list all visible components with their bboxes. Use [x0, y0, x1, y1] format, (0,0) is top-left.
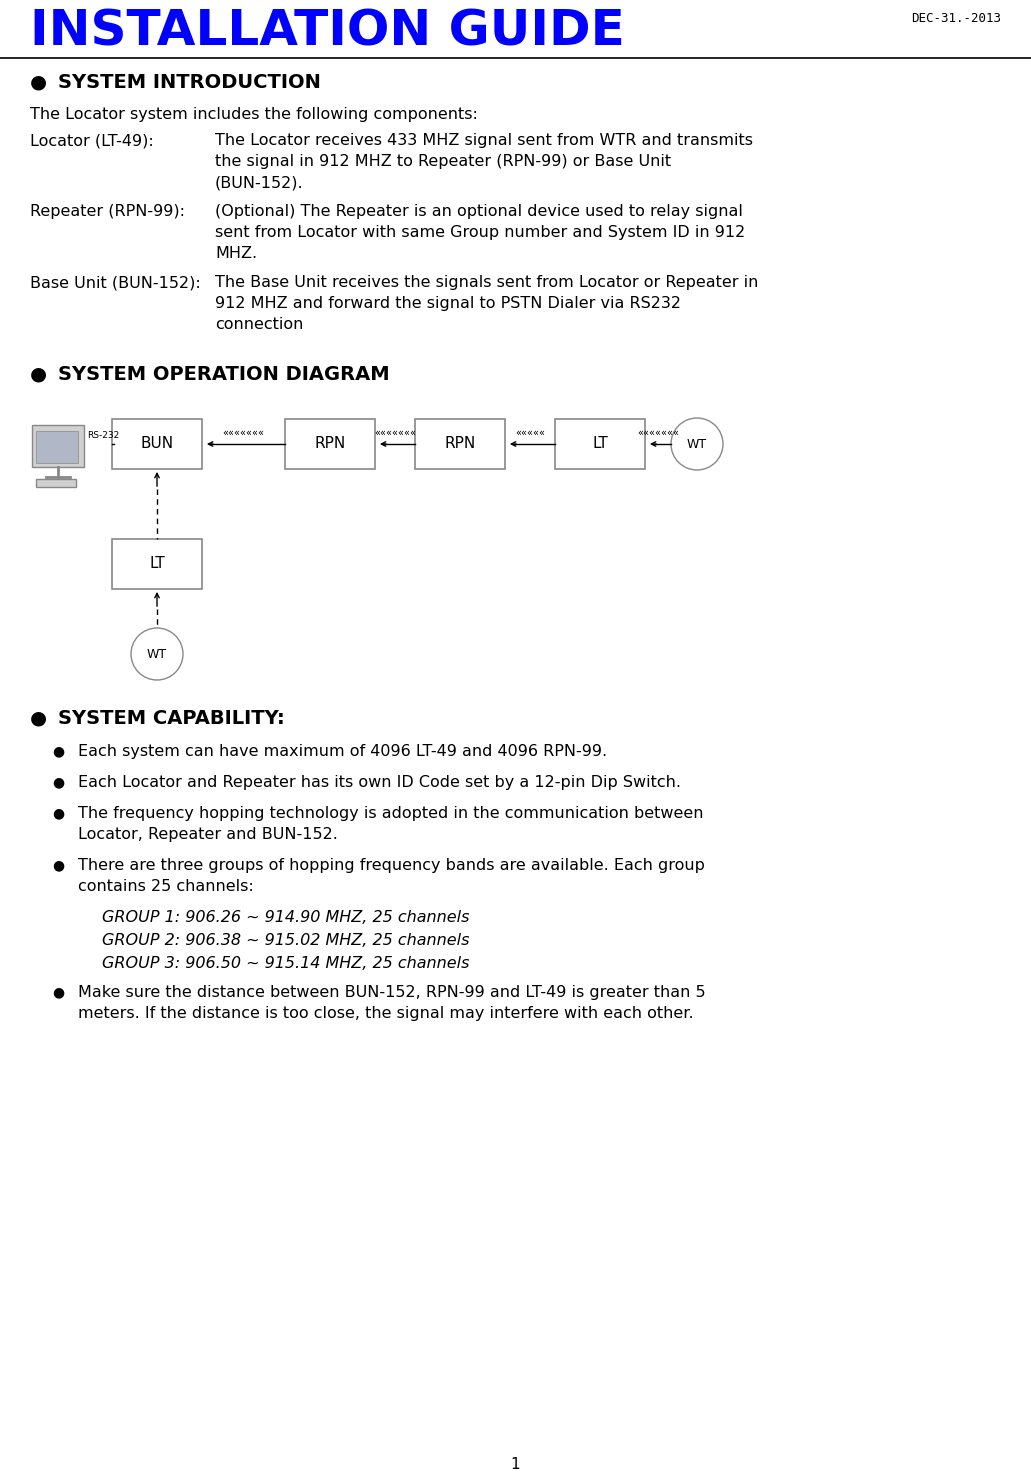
Text: RS-232: RS-232	[87, 432, 120, 441]
Text: LT: LT	[149, 556, 165, 571]
Text: RPN: RPN	[444, 436, 475, 451]
Text: Locator (LT-49):: Locator (LT-49):	[30, 133, 154, 148]
Text: MHZ.: MHZ.	[215, 246, 257, 260]
Bar	[112, 419, 202, 469]
Text: «««««: «««««	[516, 427, 545, 438]
Text: 912 MHZ and forward the signal to PSTN Dialer via RS232: 912 MHZ and forward the signal to PSTN D…	[215, 296, 681, 311]
Text: GROUP 1: 906.26 ~ 914.90 MHZ, 25 channels: GROUP 1: 906.26 ~ 914.90 MHZ, 25 channel…	[102, 910, 469, 924]
Text: connection: connection	[215, 317, 303, 331]
Text: «««««««: «««««««	[637, 427, 679, 438]
Text: «««««««: «««««««	[374, 427, 415, 438]
Text: The Base Unit receives the signals sent from Locator or Repeater in: The Base Unit receives the signals sent …	[215, 275, 759, 290]
Text: «««««««: «««««««	[223, 427, 265, 438]
Text: GROUP 3: 906.50 ~ 915.14 MHZ, 25 channels: GROUP 3: 906.50 ~ 915.14 MHZ, 25 channel…	[102, 955, 469, 972]
Text: Make sure the distance between BUN-152, RPN-99 and LT-49 is greater than 5: Make sure the distance between BUN-152, …	[78, 985, 705, 1000]
Text: RPN: RPN	[314, 436, 345, 451]
Text: meters. If the distance is too close, the signal may interfere with each other.: meters. If the distance is too close, th…	[78, 1006, 694, 1021]
Text: Locator, Repeater and BUN-152.: Locator, Repeater and BUN-152.	[78, 827, 338, 842]
Text: the signal in 912 MHZ to Repeater (RPN-99) or Base Unit: the signal in 912 MHZ to Repeater (RPN-9…	[215, 154, 671, 169]
Text: ●: ●	[30, 72, 47, 92]
Circle shape	[671, 419, 723, 470]
Text: WT: WT	[687, 438, 707, 451]
Text: The frequency hopping technology is adopted in the communication between: The frequency hopping technology is adop…	[78, 806, 703, 821]
Text: WT: WT	[147, 648, 167, 661]
Bar	[112, 538, 202, 589]
Text: DEC-31.-2013: DEC-31.-2013	[911, 12, 1001, 25]
Text: (Optional) The Repeater is an optional device used to relay signal: (Optional) The Repeater is an optional d…	[215, 204, 743, 219]
Text: ●: ●	[52, 985, 64, 998]
Text: (BUN-152).: (BUN-152).	[215, 175, 303, 189]
Text: 1: 1	[510, 1457, 521, 1472]
Text: ●: ●	[30, 708, 47, 728]
Text: contains 25 channels:: contains 25 channels:	[78, 879, 254, 893]
Bar	[415, 419, 505, 469]
Text: The Locator receives 433 MHZ signal sent from WTR and transmits: The Locator receives 433 MHZ signal sent…	[215, 133, 753, 148]
Text: ●: ●	[52, 858, 64, 873]
Text: sent from Locator with same Group number and System ID in 912: sent from Locator with same Group number…	[215, 225, 745, 240]
Text: SYSTEM CAPABILITY:: SYSTEM CAPABILITY:	[58, 708, 285, 728]
Text: LT: LT	[592, 436, 608, 451]
Text: GROUP 2: 906.38 ~ 915.02 MHZ, 25 channels: GROUP 2: 906.38 ~ 915.02 MHZ, 25 channel…	[102, 933, 469, 948]
Circle shape	[131, 629, 182, 680]
Text: ●: ●	[52, 775, 64, 788]
Bar	[32, 424, 84, 467]
Text: SYSTEM OPERATION DIAGRAM: SYSTEM OPERATION DIAGRAM	[58, 365, 390, 385]
Text: Each Locator and Repeater has its own ID Code set by a 12-pin Dip Switch.: Each Locator and Repeater has its own ID…	[78, 775, 681, 790]
Bar	[285, 419, 375, 469]
Text: ●: ●	[30, 364, 47, 383]
Text: Base Unit (BUN-152):: Base Unit (BUN-152):	[30, 275, 201, 290]
Bar	[555, 419, 645, 469]
Bar	[36, 479, 76, 487]
Text: There are three groups of hopping frequency bands are available. Each group: There are three groups of hopping freque…	[78, 858, 705, 873]
Text: ●: ●	[52, 744, 64, 759]
Bar	[36, 430, 78, 463]
Text: INSTALLATION GUIDE: INSTALLATION GUIDE	[30, 7, 625, 56]
Text: BUN: BUN	[140, 436, 173, 451]
Text: Repeater (RPN-99):: Repeater (RPN-99):	[30, 204, 185, 219]
Text: Each system can have maximum of 4096 LT-49 and 4096 RPN-99.: Each system can have maximum of 4096 LT-…	[78, 744, 607, 759]
Text: SYSTEM INTRODUCTION: SYSTEM INTRODUCTION	[58, 72, 321, 92]
Text: The Locator system includes the following components:: The Locator system includes the followin…	[30, 106, 478, 121]
Text: ●: ●	[52, 806, 64, 819]
